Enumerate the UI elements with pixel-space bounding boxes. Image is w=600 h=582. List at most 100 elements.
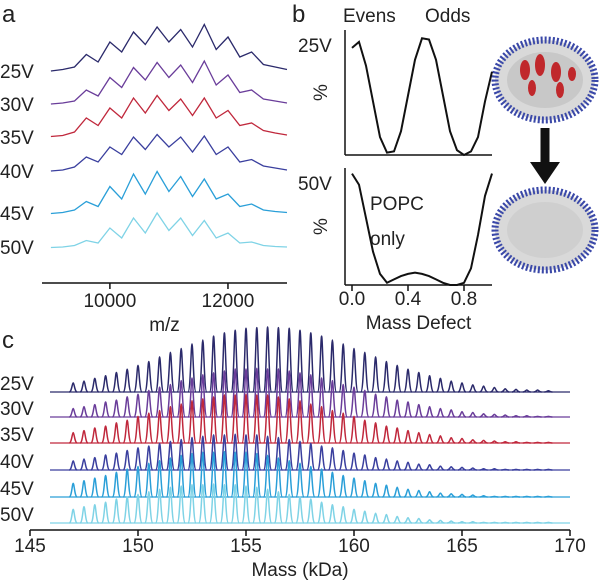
- peak: [457, 466, 467, 471]
- peak: [198, 451, 208, 498]
- peak: [316, 501, 327, 524]
- peak: [241, 368, 251, 418]
- peak: [295, 399, 305, 444]
- peak: [457, 520, 467, 524]
- peak: [425, 491, 434, 498]
- peak: [511, 440, 521, 444]
- spectrum: [50, 23, 288, 72]
- peak: [479, 467, 488, 471]
- peak: [316, 445, 327, 471]
- peak: [122, 368, 132, 393]
- peak: [338, 505, 348, 524]
- peak: [511, 414, 521, 418]
- peak: [68, 407, 78, 418]
- peak: [144, 445, 154, 471]
- series-label: 40V: [0, 452, 34, 473]
- peak: [90, 427, 100, 444]
- peak: [316, 468, 327, 498]
- peak: [414, 403, 424, 418]
- peak: [100, 425, 111, 444]
- peak: [349, 508, 359, 524]
- peak: [230, 433, 240, 471]
- peak: [382, 513, 391, 524]
- peak: [511, 388, 521, 393]
- peak: [382, 484, 391, 498]
- peak: [349, 452, 359, 471]
- peak: [90, 456, 100, 471]
- peak: [144, 462, 154, 498]
- peak: [122, 449, 132, 471]
- peak: [165, 457, 176, 498]
- peak: [68, 431, 78, 444]
- peak: [208, 372, 219, 418]
- peak: [198, 373, 208, 418]
- peak: [511, 521, 521, 524]
- peak: [544, 468, 553, 471]
- peak: [165, 383, 176, 418]
- peak: [338, 343, 348, 393]
- peak: [468, 384, 478, 393]
- peak: [133, 447, 143, 471]
- curve: [351, 173, 493, 286]
- peak: [371, 456, 380, 471]
- peak: [447, 437, 456, 444]
- peak: [447, 492, 456, 498]
- peak: [90, 377, 100, 393]
- peak: [154, 409, 165, 444]
- x-axis-label: Mass (kDa): [251, 560, 348, 581]
- peak: [371, 482, 381, 498]
- peak: [338, 474, 348, 498]
- peak: [219, 394, 230, 444]
- curve: [351, 37, 493, 157]
- peak: [403, 461, 413, 471]
- peak: [468, 438, 477, 444]
- peak: [273, 457, 284, 498]
- series-label: 45V: [0, 204, 34, 225]
- peak: [382, 458, 391, 471]
- peak: [68, 382, 78, 393]
- peak: [262, 488, 273, 524]
- peak: [198, 339, 208, 393]
- arrow-head: [530, 162, 560, 184]
- x-tick-label: 150: [122, 536, 154, 557]
- peak: [284, 370, 294, 418]
- peak: [392, 364, 402, 393]
- peak: [544, 495, 553, 498]
- peak: [360, 479, 370, 498]
- peak: [316, 377, 327, 418]
- x-tick-label: 0.4: [395, 289, 422, 310]
- peak: [414, 371, 424, 393]
- peak: [100, 474, 111, 498]
- peak: [457, 493, 467, 498]
- peak: [392, 427, 402, 444]
- peak: [544, 415, 553, 418]
- peak: [79, 380, 89, 393]
- peak: [522, 495, 531, 498]
- panel-label: a: [2, 1, 16, 28]
- peak: [144, 389, 154, 418]
- peak: [327, 447, 338, 471]
- peak: [338, 383, 348, 418]
- peak: [338, 412, 348, 444]
- peak: [273, 436, 284, 471]
- peak: [198, 483, 208, 524]
- peak: [370, 422, 381, 444]
- x-tick-label: 145: [14, 536, 46, 557]
- peak: [187, 399, 197, 444]
- peak: [252, 486, 262, 524]
- peak: [208, 434, 219, 471]
- peak: [284, 459, 294, 498]
- peak: [230, 483, 240, 524]
- peak: [306, 403, 316, 444]
- peak: [219, 450, 230, 498]
- peak: [403, 517, 413, 524]
- peak: [533, 415, 542, 418]
- peak: [79, 458, 89, 471]
- peak: [284, 493, 294, 524]
- peak: [414, 431, 424, 444]
- peak: [262, 454, 273, 498]
- peak: [165, 405, 176, 444]
- peak: [100, 374, 111, 393]
- peak: [79, 505, 89, 524]
- peak: [360, 389, 370, 418]
